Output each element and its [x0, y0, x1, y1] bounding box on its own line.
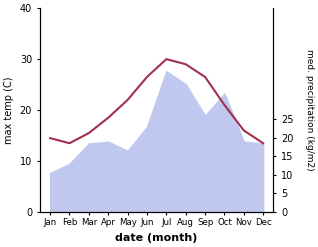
- X-axis label: date (month): date (month): [115, 233, 198, 243]
- Y-axis label: max temp (C): max temp (C): [4, 76, 14, 144]
- Y-axis label: med. precipitation (kg/m2): med. precipitation (kg/m2): [305, 49, 314, 171]
